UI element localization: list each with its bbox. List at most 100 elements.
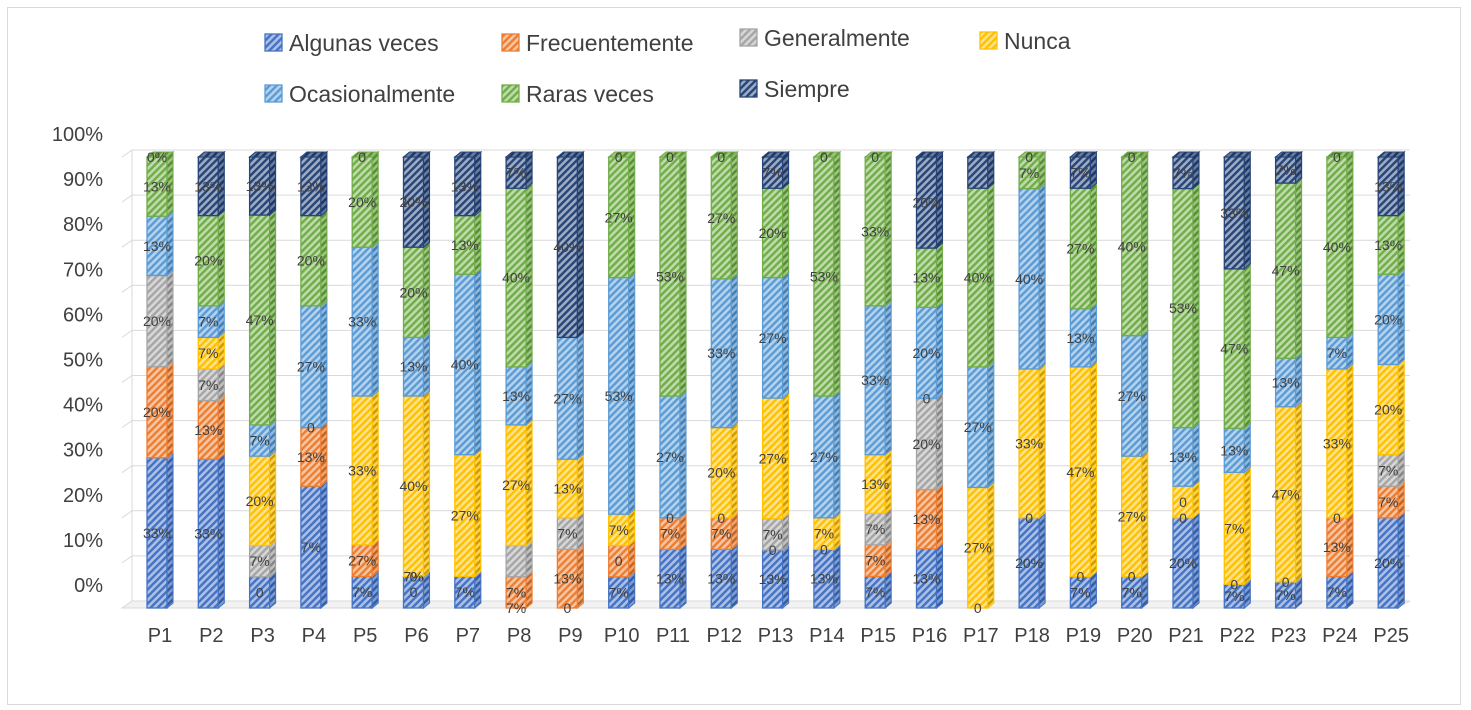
bar-segment-siempre	[967, 156, 989, 189]
bar-segment-side	[1346, 331, 1354, 371]
x-tick-label: P25	[1373, 625, 1409, 647]
data-label-algunas-veces: 7%	[1122, 584, 1142, 600]
data-label-raras-veces: 20%	[297, 253, 325, 269]
y-tick-label: 60%	[63, 304, 103, 326]
bar-p8	[504, 150, 534, 610]
bar-segment-side	[1346, 570, 1354, 610]
data-label-generalmente: 0	[1333, 510, 1341, 526]
bar-p5	[350, 150, 380, 610]
data-label-algunas-veces: 7%	[609, 584, 629, 600]
x-tick-label: P15	[860, 625, 896, 647]
x-tick-label: P17	[963, 625, 999, 647]
bar-p24	[1325, 150, 1355, 610]
data-label-frecuentemente: 7%	[1378, 494, 1398, 510]
bar-top-cap	[248, 151, 278, 158]
data-label-nunca: 7%	[198, 345, 218, 361]
bar-top-cap	[607, 151, 637, 158]
data-label-generalmente: 7%	[865, 521, 885, 537]
bar-segment-side	[269, 570, 277, 610]
data-label-nunca: 27%	[451, 508, 479, 524]
data-label-ocasionalmente: 27%	[759, 330, 787, 346]
data-label-siempre: 0	[615, 149, 623, 165]
data-label-frecuentemente: 0	[1077, 569, 1085, 585]
data-label-frecuentemente: 20%	[143, 404, 171, 420]
bar-segment-side	[217, 331, 225, 371]
data-label-algunas-veces: 7%	[1070, 584, 1090, 600]
legend-item-nunca: Nunca	[979, 28, 1071, 54]
bar-segment-side	[628, 539, 636, 578]
data-label-raras-veces: 27%	[1066, 241, 1094, 257]
data-label-siempre: 7%	[506, 165, 526, 181]
bar-p18	[1017, 150, 1047, 610]
data-label-generalmente: 0	[307, 420, 315, 436]
y-tick-label: 40%	[63, 395, 103, 417]
data-label-algunas-veces: 7%	[506, 600, 526, 616]
bar-p25	[1376, 150, 1406, 610]
bar-p12	[709, 150, 739, 610]
data-label-ocasionalmente: 33%	[707, 345, 735, 361]
bar-top-cap	[1222, 151, 1252, 158]
bar-top-cap	[1171, 151, 1201, 158]
bar-segment-side	[628, 570, 636, 610]
data-label-ocasionalmente: 13%	[1272, 375, 1300, 391]
data-label-generalmente: 0	[717, 510, 725, 526]
x-tick-label: P7	[456, 625, 480, 647]
bar-top-cap	[863, 151, 893, 158]
data-label-raras-veces: 53%	[656, 269, 684, 285]
bar-top-cap	[761, 151, 791, 158]
data-label-algunas-veces: 20%	[1169, 555, 1197, 571]
data-label-ocasionalmente: 27%	[656, 449, 684, 465]
legend-label: Nunca	[1004, 28, 1071, 54]
x-tick-label: P19	[1066, 625, 1102, 647]
x-tick-label: P13	[758, 625, 794, 647]
data-label-raras-veces: 13%	[1374, 237, 1402, 253]
bar-p7	[453, 150, 483, 610]
x-tick-label: P12	[707, 625, 743, 647]
bar-segment-side	[1089, 570, 1097, 610]
y-tick-label: 70%	[63, 259, 103, 281]
data-label-raras-veces: 40%	[1323, 239, 1351, 255]
bar-segment-side	[987, 150, 995, 190]
data-label-algunas-veces: 7%	[1327, 584, 1347, 600]
data-label-algunas-veces: 7%	[301, 539, 321, 555]
data-label-algunas-veces: 7%	[455, 584, 475, 600]
x-tick-label: P6	[404, 625, 428, 647]
data-label-ocasionalmente: 27%	[297, 359, 325, 375]
legend-item-generalmente: Generalmente	[739, 25, 910, 51]
bar-top-cap	[812, 151, 842, 158]
x-tick-label: P10	[604, 625, 640, 647]
bar-p6	[401, 150, 432, 610]
data-label-nunca: 13%	[553, 480, 581, 496]
legend-swatch	[264, 84, 283, 103]
bar-segment-side	[782, 150, 790, 190]
data-label-raras-veces: 13%	[912, 270, 940, 286]
bar-segment-side	[679, 511, 687, 551]
data-label-siempre: 0	[820, 149, 828, 165]
bar-p20	[1120, 150, 1150, 610]
data-label-nunca: 20%	[1374, 402, 1402, 418]
data-label-nunca: 20%	[707, 465, 735, 481]
data-label-nunca: 13%	[861, 476, 889, 492]
y-tick-label: 20%	[63, 485, 103, 507]
bars	[145, 150, 1406, 610]
data-label-raras-veces: 20%	[194, 253, 222, 269]
data-label-ocasionalmente: 27%	[1118, 388, 1146, 404]
bar-p15	[863, 150, 893, 610]
data-label-generalmente: 7%	[557, 526, 577, 542]
data-label-ocasionalmente: 13%	[1220, 442, 1248, 458]
bar-p14	[812, 150, 842, 610]
data-label-algunas-veces: 13%	[810, 571, 838, 587]
data-label-algunas-veces: 0	[564, 600, 572, 616]
data-label-algunas-veces: 7%	[865, 584, 885, 600]
bar-segment-side	[833, 511, 841, 551]
data-label-algunas-veces: 13%	[912, 570, 940, 586]
data-label-frecuentemente: 13%	[1323, 539, 1351, 555]
data-labels: 33%20%20%13%13%0%33%13%7%7%7%20%13%07%20…	[143, 149, 1402, 616]
data-label-raras-veces: 40%	[1118, 238, 1146, 254]
legend-item-ocasionalmente: Ocasionalmente	[264, 81, 455, 107]
data-label-ocasionalmente: 7%	[198, 314, 218, 330]
bar-segment-side	[525, 150, 533, 190]
data-label-siempre: 40%	[553, 239, 581, 255]
bar-top-cap	[350, 151, 380, 158]
data-label-algunas-veces: 0	[256, 584, 264, 600]
